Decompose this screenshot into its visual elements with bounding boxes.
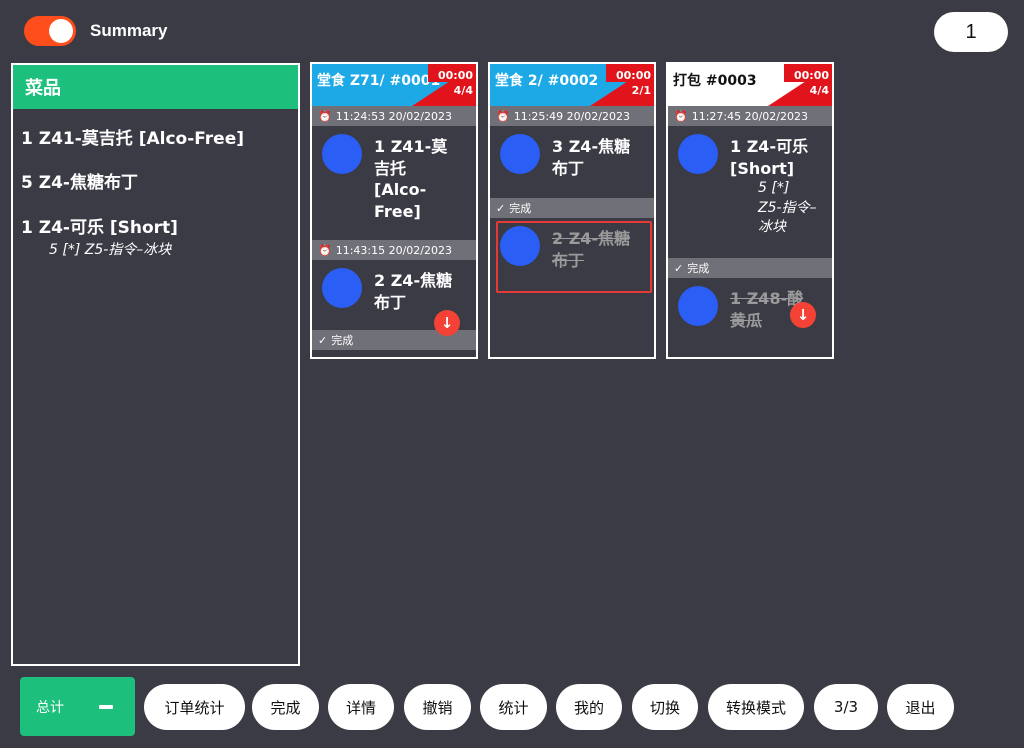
order-card[interactable]: 打包 #0003 00:00 4/4 ⏰ 11:27:45 20/02/2023…	[666, 62, 834, 359]
item-status-dot	[322, 268, 362, 308]
summary-list: 1 Z41-莫吉托 [Alco-Free] 5 Z4-焦糖布丁 1 Z4-可乐 …	[13, 109, 298, 259]
check-circle-icon: ✓	[496, 201, 506, 215]
selection-highlight	[496, 221, 652, 293]
summary-item-text: 1 Z4-可乐 [Short]	[21, 217, 178, 238]
summary-item-text: 5 Z4-焦糖布丁	[21, 173, 138, 194]
order-time: 11:25:49 20/02/2023	[513, 109, 631, 123]
order-time: 11:43:15 20/02/2023	[335, 243, 453, 257]
time-row: ⏰ 11:43:15 20/02/2023	[312, 240, 476, 260]
order-count: 2/1	[631, 84, 651, 98]
item-name: 3 Z4-焦糖布丁	[552, 137, 631, 178]
item-name: 2 Z4-焦糖布丁	[552, 229, 631, 270]
done-row: ✓ 完成	[668, 258, 832, 278]
time-row: ⏰ 11:25:49 20/02/2023	[490, 106, 654, 126]
order-count: 4/4	[809, 84, 829, 98]
order-title: 堂食 2/ #0002	[495, 73, 599, 89]
arrow-down-icon[interactable]: ↓	[434, 310, 460, 336]
done-status: 完成	[331, 334, 354, 347]
summary-item-text: 1 Z41-莫吉托 [Alco-Free]	[21, 129, 245, 149]
corner-text: 00:00 2/1	[616, 68, 651, 99]
order-item[interactable]: 1 Z4-可乐 [Short] 5 [*] Z5-指令–冰块	[668, 126, 832, 258]
summary-label: Summary	[90, 21, 168, 40]
order-timer: 00:00	[793, 69, 829, 82]
done-status: 完成	[509, 202, 532, 215]
alarm-clock-icon: ⏰	[318, 243, 332, 257]
details-button[interactable]: 详情	[328, 684, 394, 730]
summary-toggle[interactable]	[24, 16, 76, 46]
total-button[interactable]: 总计	[20, 677, 135, 736]
done-row: ✓ 完成	[490, 198, 654, 218]
order-card[interactable]: 堂食 2/ #0002 00:00 2/1 ⏰ 11:25:49 20/02/2…	[488, 62, 656, 359]
corner-text: 00:00 4/4	[794, 68, 829, 99]
done-status: 完成	[687, 262, 710, 275]
page-number-badge[interactable]: 1	[934, 12, 1008, 52]
summary-panel: 菜品 1 Z41-莫吉托 [Alco-Free] 5 Z4-焦糖布丁 1 Z4-…	[11, 63, 300, 666]
total-label: 总计	[36, 699, 64, 716]
item-status-dot	[678, 286, 718, 326]
item-name: 1 Z41-莫吉托 [Alco-Free]	[374, 137, 448, 221]
page-indicator-button[interactable]: 3/3	[814, 684, 878, 730]
order-item[interactable]: 2 Z4-焦糖布丁	[490, 218, 654, 288]
order-card-header: 堂食 2/ #0002 00:00 2/1	[490, 64, 654, 106]
order-time: 11:27:45 20/02/2023	[691, 109, 809, 123]
item-name: 1 Z4-可乐 [Short]	[730, 137, 809, 178]
summary-item[interactable]: 5 Z4-焦糖布丁	[21, 173, 298, 193]
check-circle-icon: ✓	[318, 333, 328, 347]
toggle-knob	[49, 19, 73, 43]
order-title: 打包 #0003	[673, 73, 757, 89]
arrow-down-icon[interactable]: ↓	[790, 302, 816, 328]
order-timer: 00:00	[437, 69, 473, 82]
complete-button[interactable]: 完成	[252, 684, 319, 730]
undo-button[interactable]: 撤销	[404, 684, 471, 730]
order-item[interactable]: 3 Z4-焦糖布丁	[490, 126, 654, 198]
alarm-clock-icon: ⏰	[496, 109, 510, 123]
summary-item[interactable]: 1 Z41-莫吉托 [Alco-Free]	[21, 129, 298, 149]
item-status-dot	[500, 226, 540, 266]
alarm-clock-icon: ⏰	[674, 109, 688, 123]
item-name: 1 Z48-酸黄瓜	[730, 289, 804, 330]
order-card-header: 打包 #0003 00:00 4/4	[668, 64, 832, 106]
order-card-header: 堂食 Z71/ #0001 00:00 4/4	[312, 64, 476, 106]
order-card[interactable]: 堂食 Z71/ #0001 00:00 4/4 ⏰ 11:24:53 20/02…	[310, 62, 478, 359]
check-circle-icon: ✓	[674, 261, 684, 275]
convert-mode-button[interactable]: 转换模式	[708, 684, 804, 730]
time-row: ⏰ 11:24:53 20/02/2023	[312, 106, 476, 126]
my-button[interactable]: 我的	[556, 684, 622, 730]
item-modifier: 5 [*]	[758, 180, 790, 197]
switch-button[interactable]: 切换	[632, 684, 698, 730]
summary-item-modifier: 5 [*] Z5-指令–冰块	[49, 242, 172, 259]
minus-icon	[99, 705, 113, 709]
summary-item[interactable]: 1 Z4-可乐 [Short] 5 [*] Z5-指令–冰块	[21, 218, 298, 259]
summary-header: 菜品	[13, 65, 298, 109]
order-count: 4/4	[453, 84, 473, 98]
item-details: 1 Z4-可乐 [Short] 5 [*] Z5-指令–冰块	[730, 134, 826, 250]
order-item[interactable]: 1 Z41-莫吉托 [Alco-Free]	[312, 126, 476, 240]
order-item[interactable]: 2 Z4-焦糖布丁 ↓	[312, 260, 476, 336]
done-row: ✓ 完成	[312, 330, 476, 350]
alarm-clock-icon: ⏰	[318, 109, 332, 123]
order-title: 堂食 Z71/ #0001	[317, 73, 441, 89]
time-row: ⏰ 11:27:45 20/02/2023	[668, 106, 832, 126]
item-status-dot	[678, 134, 718, 174]
order-stats-button[interactable]: 订单统计	[144, 684, 245, 730]
item-name: 2 Z4-焦糖布丁	[374, 271, 453, 312]
item-status-dot	[500, 134, 540, 174]
item-status-dot	[322, 134, 362, 174]
order-timer: 00:00	[615, 69, 651, 82]
corner-text: 00:00 4/4	[438, 68, 473, 99]
exit-button[interactable]: 退出	[887, 684, 954, 730]
order-item[interactable]: 1 Z48-酸黄瓜 ↓	[668, 278, 832, 348]
item-modifier: Z5-指令–冰块	[758, 199, 817, 236]
statistics-button[interactable]: 统计	[480, 684, 547, 730]
order-time: 11:24:53 20/02/2023	[335, 109, 453, 123]
